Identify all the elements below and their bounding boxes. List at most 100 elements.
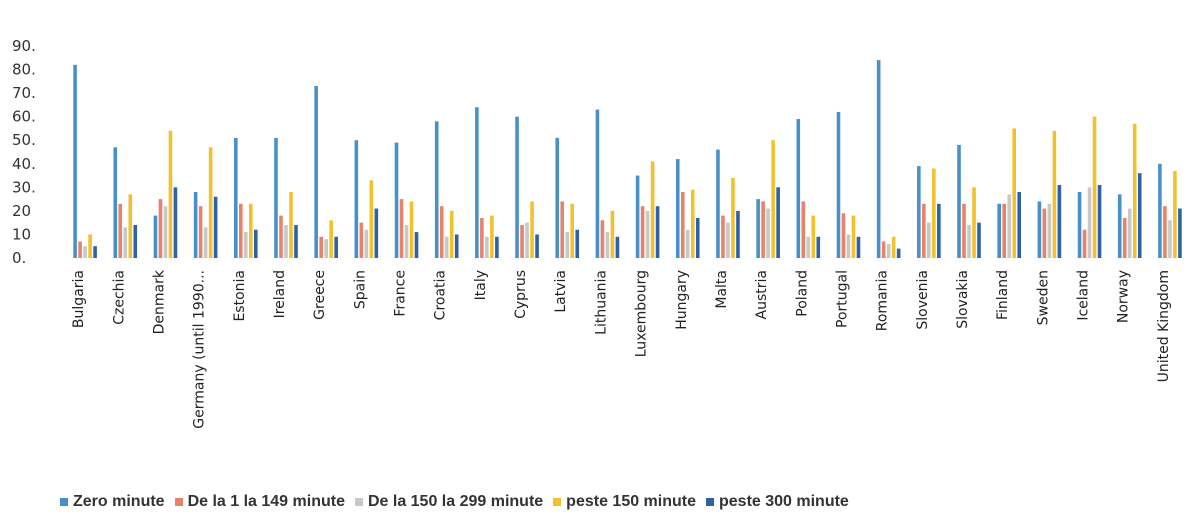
- x-tick-label: Lithuania: [593, 270, 609, 335]
- bar: [128, 194, 133, 258]
- bar: [655, 206, 660, 258]
- y-tick-label: 20: [12, 202, 31, 220]
- bar: [962, 203, 966, 258]
- bar: [1052, 130, 1057, 258]
- bar: [841, 213, 846, 258]
- bar: [650, 161, 655, 258]
- bar: [394, 142, 399, 258]
- bar: [1127, 208, 1132, 258]
- legend-swatch: [174, 498, 183, 506]
- bar: [213, 196, 218, 258]
- bar: [369, 180, 374, 258]
- bar: [163, 206, 168, 258]
- legend-item: Zero minute: [60, 493, 165, 511]
- bar: [485, 236, 489, 258]
- bar: [1137, 173, 1142, 258]
- x-tick-label: Croatia: [433, 270, 449, 320]
- bar: [249, 203, 253, 258]
- bar: [530, 201, 534, 258]
- bar: [726, 222, 730, 258]
- bar: [409, 201, 414, 258]
- bar: [520, 225, 524, 258]
- bar: [364, 229, 369, 258]
- bar: [359, 222, 364, 258]
- y-tick-label: 60.: [12, 108, 36, 126]
- x-tick-label: Germany (until 1990...: [192, 270, 208, 429]
- bar: [645, 210, 650, 258]
- bar: [716, 149, 720, 258]
- bar: [399, 199, 404, 258]
- bar: [615, 236, 620, 258]
- bar: [168, 130, 173, 258]
- bar: [535, 234, 539, 258]
- x-tick-label: Denmark: [151, 269, 167, 334]
- legend-item: peste 300 minute: [706, 493, 849, 511]
- x-tick-label: United Kingdom: [1156, 270, 1172, 382]
- bar: [239, 203, 243, 258]
- bar: [801, 201, 806, 258]
- bar: [937, 203, 941, 258]
- x-tick-label: Ireland: [272, 270, 288, 318]
- bar: [198, 206, 203, 258]
- bar: [1117, 194, 1122, 258]
- legend-swatch: [60, 498, 68, 506]
- bar: [1037, 201, 1042, 258]
- bar: [1017, 192, 1021, 258]
- bar: [675, 159, 680, 258]
- bar: [811, 215, 816, 258]
- bar: [570, 203, 575, 258]
- bar: [1012, 128, 1016, 258]
- bar: [972, 187, 976, 258]
- y-tick-label: 80.: [12, 61, 36, 79]
- bar: [354, 140, 359, 258]
- legend-label: peste 300 minute: [719, 493, 849, 510]
- y-tick-label: 0.: [12, 249, 26, 267]
- bar: [595, 109, 600, 258]
- legend-item: De la 1 la 149 minute: [174, 493, 345, 511]
- bar: [605, 232, 610, 258]
- bar-chart: 0. 10 20 30. 40. 50. 60. 70. 80. 90. Bulgaria Czec…: [12, 37, 1182, 429]
- bar: [274, 137, 278, 258]
- x-tick-label: Austria: [754, 270, 770, 319]
- bar: [690, 189, 695, 258]
- legend-label: Zero minute: [73, 493, 165, 510]
- bar: [480, 217, 484, 258]
- bar: [560, 201, 565, 258]
- bar: [555, 137, 560, 258]
- bar: [73, 64, 77, 258]
- bar: [449, 210, 454, 258]
- bar: [490, 215, 494, 258]
- legend-label: peste 150 minute: [566, 493, 696, 510]
- y-tick-label: 70.: [12, 84, 36, 102]
- bar: [475, 107, 479, 259]
- bar: [1168, 220, 1172, 258]
- bar: [234, 137, 238, 258]
- x-tick-label: Estonia: [232, 270, 248, 322]
- bar: [314, 86, 318, 258]
- y-tick-label: 30.: [12, 178, 36, 196]
- bar: [1007, 194, 1011, 258]
- bar: [876, 60, 881, 258]
- y-tick-label: 90.: [12, 37, 36, 55]
- x-tick-label: Finland: [995, 270, 1011, 320]
- x-tick-label: Czechia: [111, 270, 127, 325]
- bar: [324, 239, 328, 258]
- bar: [123, 227, 128, 258]
- bar: [917, 166, 921, 258]
- bar: [414, 232, 419, 258]
- bar: [695, 217, 700, 258]
- bar: [1178, 208, 1182, 258]
- bar: [1173, 170, 1177, 258]
- bars: [73, 60, 1182, 259]
- x-tick-label: Sweden: [1035, 270, 1051, 325]
- legend-label: De la 150 la 299 minute: [367, 493, 544, 510]
- bar: [334, 236, 338, 258]
- bar: [279, 215, 283, 258]
- x-tick-label: Hungary: [674, 270, 690, 330]
- x-tick-label: Italy: [473, 270, 489, 300]
- bar: [771, 140, 775, 258]
- y-tick-label: 40.: [12, 155, 36, 173]
- bar: [565, 232, 570, 258]
- bar: [1132, 123, 1137, 258]
- x-tick-label: Norway: [1116, 270, 1132, 323]
